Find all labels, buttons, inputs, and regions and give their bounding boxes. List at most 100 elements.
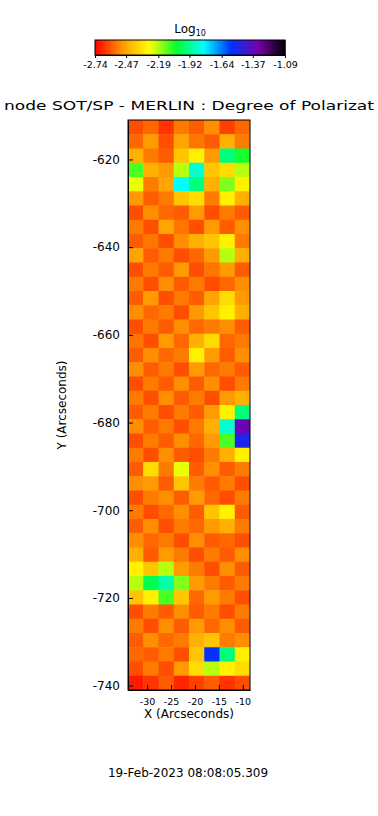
heatmap-cell — [159, 562, 175, 577]
heatmap-cell — [143, 647, 159, 662]
heatmap-cell — [174, 206, 190, 221]
heatmap-cell — [174, 177, 190, 192]
heatmap-cell — [235, 662, 250, 677]
heatmap — [128, 120, 250, 690]
heatmap-cell — [189, 576, 205, 591]
heatmap-cell — [189, 662, 205, 677]
y-axis-title: Y (Arcseconds) — [55, 360, 69, 450]
heatmap-cell — [235, 647, 250, 662]
y-tick: -680 — [93, 416, 133, 430]
colorbar-tick-mark — [158, 55, 159, 58]
heatmap-cell — [174, 149, 190, 164]
colorbar-tick-mark — [253, 55, 254, 58]
heatmap-cell — [174, 590, 190, 605]
colorbar-tick: -1.64 — [210, 55, 235, 70]
heatmap-cell — [128, 590, 144, 605]
heatmap-cell — [220, 248, 236, 263]
heatmap-cell — [128, 434, 144, 449]
colorbar-tick-label: -1.92 — [178, 59, 203, 70]
heatmap-cell — [174, 419, 190, 434]
heatmap-cell — [220, 163, 236, 178]
heatmap-cell — [204, 619, 220, 634]
x-tick-mark — [147, 685, 148, 690]
heatmap-cell — [204, 149, 220, 164]
heatmap-cell — [159, 320, 175, 335]
y-tick: -700 — [93, 504, 133, 518]
heatmap-cell — [159, 548, 175, 563]
heatmap-cell — [159, 263, 175, 278]
heatmap-cell — [235, 320, 250, 335]
heatmap-cell — [143, 619, 159, 634]
heatmap-cell — [204, 590, 220, 605]
heatmap-cell — [204, 519, 220, 534]
colorbar-tick-mark — [285, 55, 286, 58]
heatmap-cell — [143, 590, 159, 605]
heatmap-cell — [220, 605, 236, 620]
heatmap-cell — [128, 134, 144, 149]
heatmap-cell — [143, 277, 159, 292]
heatmap-cell — [235, 391, 250, 406]
heatmap-cell — [189, 248, 205, 263]
y-tick-label: -620 — [93, 153, 120, 167]
heatmap-cell — [143, 519, 159, 534]
heatmap-cell — [220, 348, 236, 363]
heatmap-cell — [189, 448, 205, 463]
heatmap-cell — [128, 562, 144, 577]
heatmap-cell — [220, 120, 236, 135]
x-tick-label: -20 — [188, 696, 204, 707]
heatmap-cell — [204, 134, 220, 149]
heatmap-cell — [204, 562, 220, 577]
heatmap-cell — [189, 676, 205, 690]
heatmap-cell — [174, 277, 190, 292]
heatmap-cell — [159, 177, 175, 192]
heatmap-cell — [235, 619, 250, 634]
y-tick-mark — [128, 335, 133, 336]
x-tick-mark — [243, 685, 244, 690]
colorbar-tick: -2.47 — [114, 55, 139, 70]
heatmap-cell — [220, 377, 236, 392]
colorbar-tick-mark — [126, 55, 127, 58]
heatmap-cell — [235, 377, 250, 392]
heatmap-cell — [128, 191, 144, 206]
heatmap-cell — [128, 120, 144, 135]
heatmap-cell — [143, 548, 159, 563]
heatmap-cell — [128, 348, 144, 363]
heatmap-cell — [174, 434, 190, 449]
heatmap-cell — [235, 434, 250, 449]
heatmap-cell — [220, 505, 236, 520]
heatmap-cell — [189, 491, 205, 506]
heatmap-cell — [204, 476, 220, 491]
x-tick: -30 — [140, 685, 156, 707]
heatmap-cell — [159, 234, 175, 249]
heatmap-cell — [159, 491, 175, 506]
heatmap-cell — [189, 533, 205, 548]
heatmap-cell — [128, 647, 144, 662]
heatmap-cell — [235, 362, 250, 377]
heatmap-cell — [143, 462, 159, 477]
heatmap-cell — [143, 120, 159, 135]
y-tick: -640 — [93, 240, 133, 254]
heatmap-cell — [128, 234, 144, 249]
heatmap-cell — [174, 676, 190, 690]
heatmap-cell — [159, 619, 175, 634]
heatmap-cell — [174, 263, 190, 278]
heatmap-cell — [220, 576, 236, 591]
heatmap-cell — [128, 419, 144, 434]
heatmap-cell — [220, 234, 236, 249]
heatmap-cell — [128, 163, 144, 178]
heatmap-cell — [204, 419, 220, 434]
x-tick: -10 — [236, 685, 252, 707]
heatmap-cell — [220, 263, 236, 278]
heatmap-cell — [128, 248, 144, 263]
heatmap-cell — [159, 647, 175, 662]
heatmap-cell — [204, 177, 220, 192]
heatmap-cell — [235, 120, 250, 135]
heatmap-cell — [159, 220, 175, 235]
x-tick-label: -10 — [236, 696, 252, 707]
heatmap-cell — [174, 362, 190, 377]
heatmap-cell — [174, 491, 190, 506]
heatmap-cell — [204, 405, 220, 420]
y-tick-mark — [128, 686, 133, 687]
x-tick-mark — [171, 685, 172, 690]
heatmap-cell — [174, 291, 190, 306]
